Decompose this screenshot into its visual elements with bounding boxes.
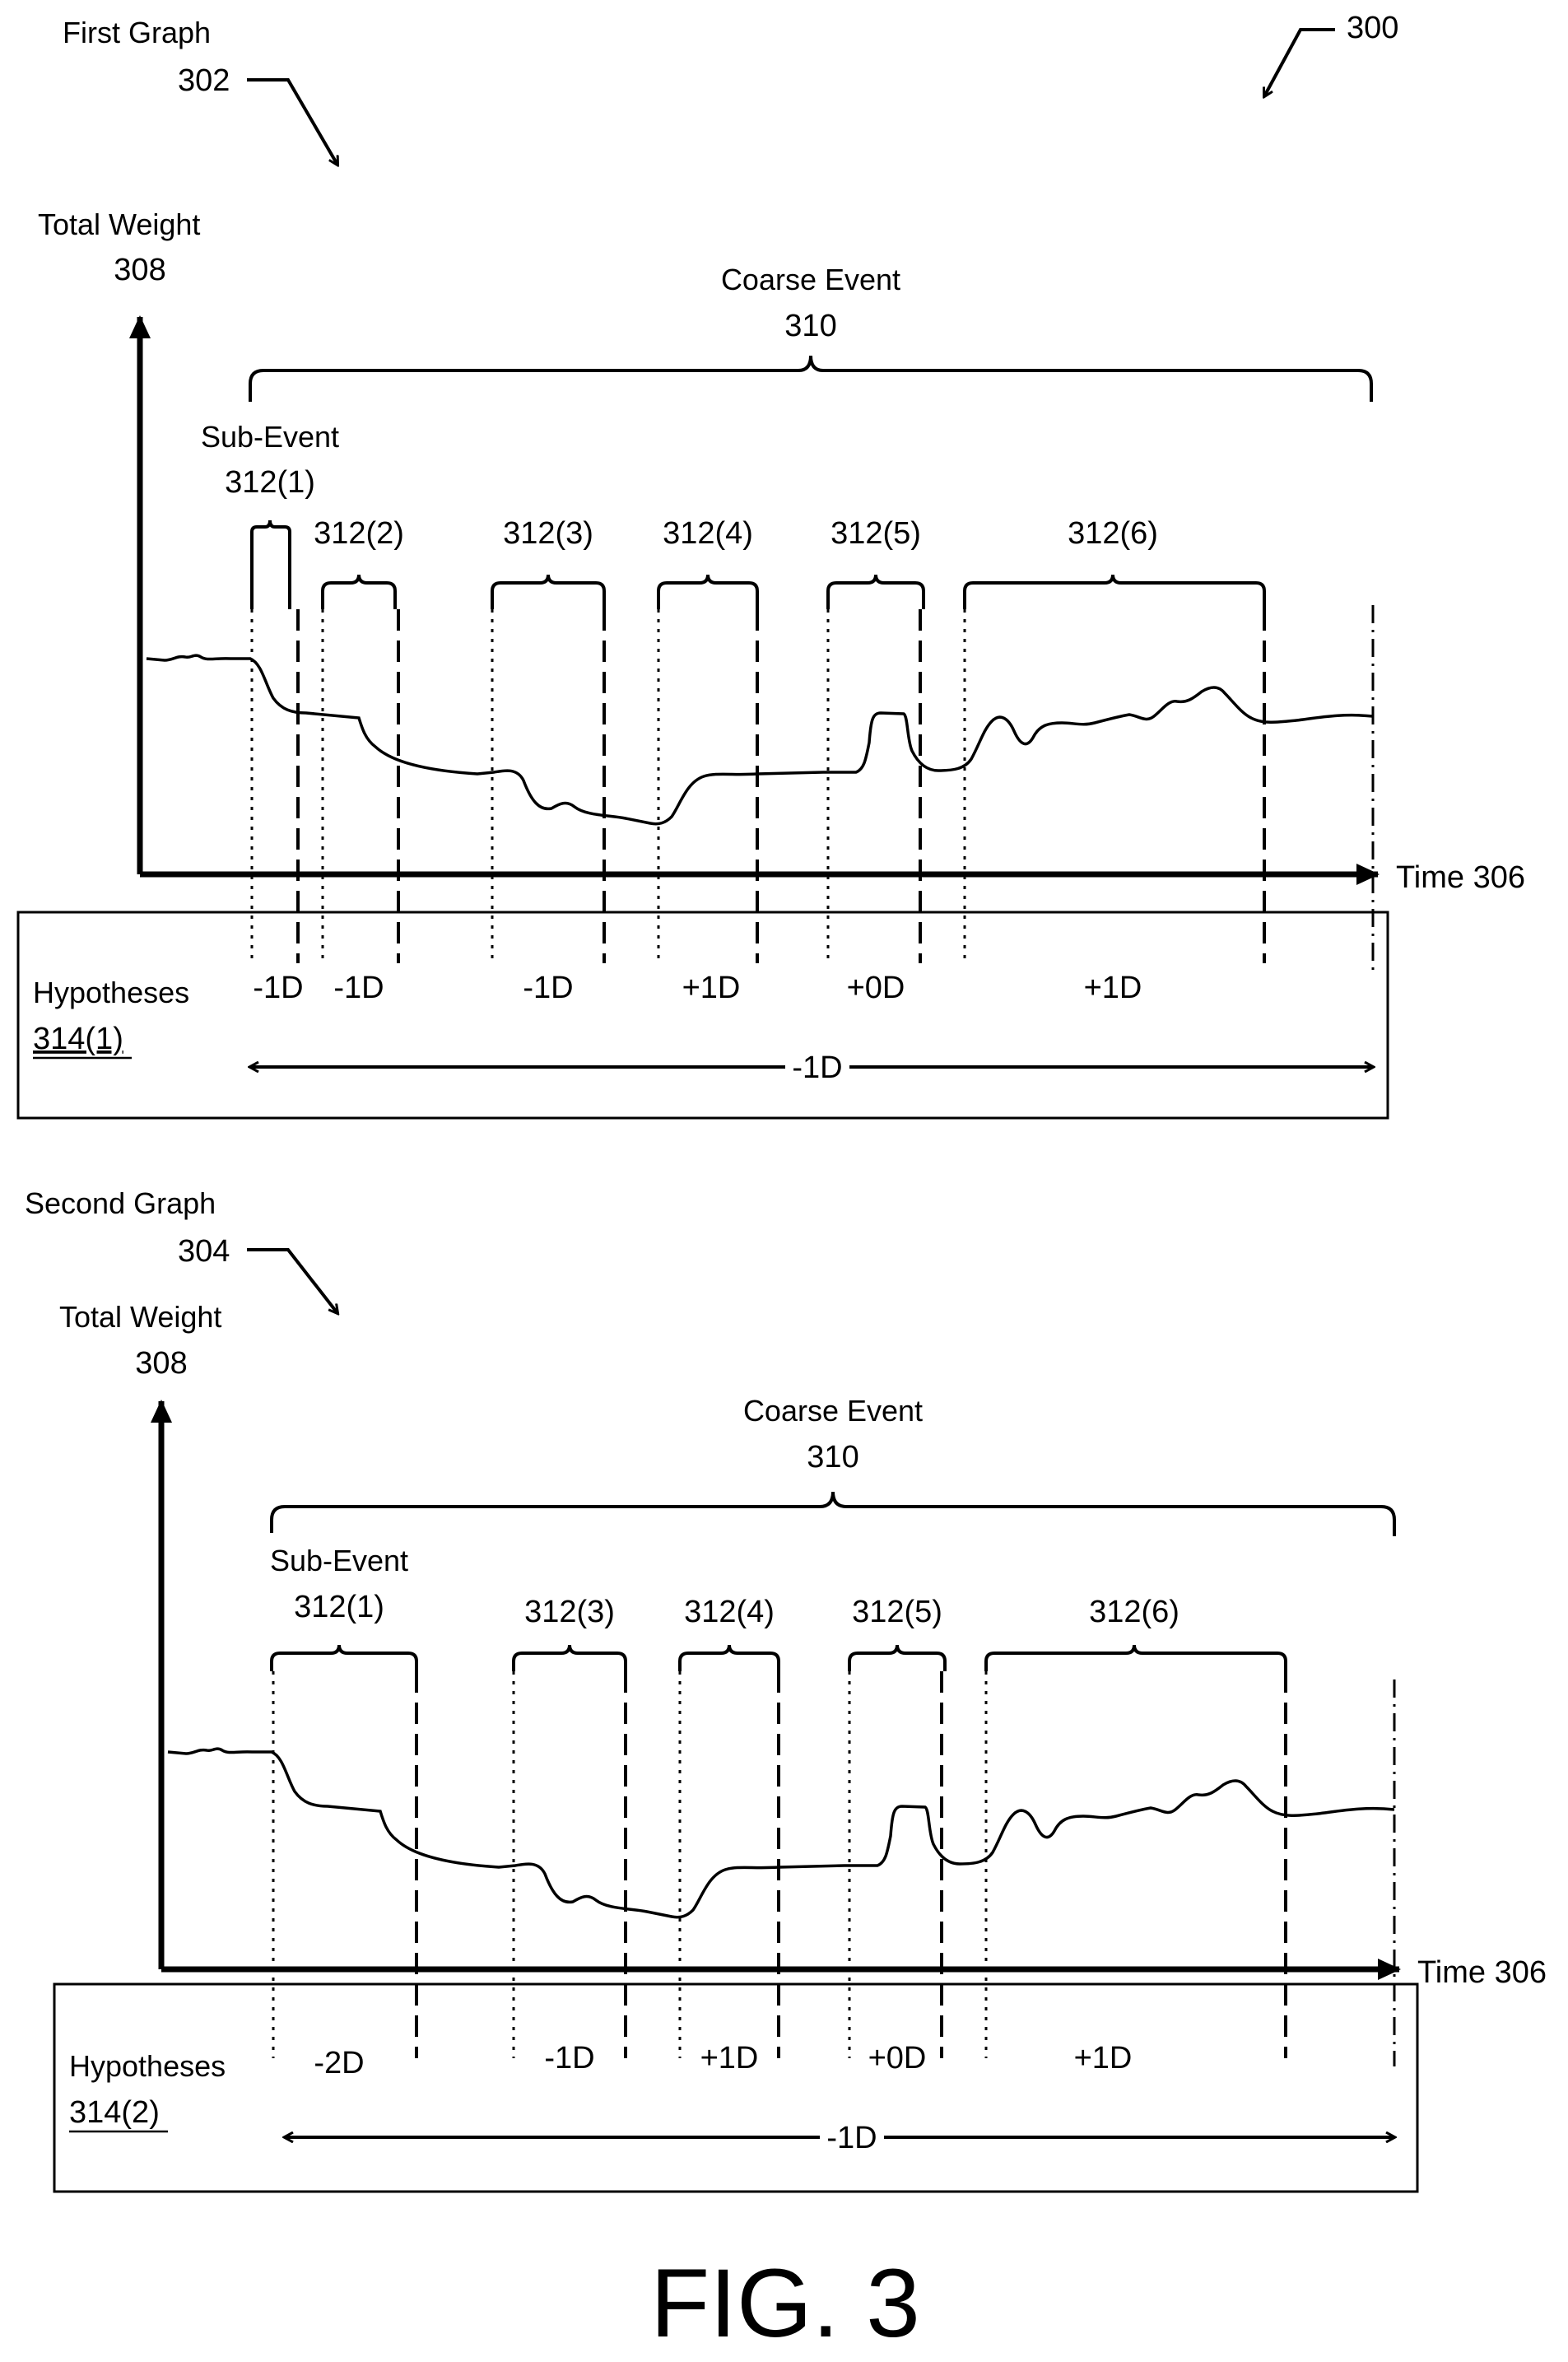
second-graph-weight-curve: [168, 1749, 1394, 1917]
hypothesis-value: +1D: [700, 2041, 759, 2075]
time-axis-label: Time 306: [1396, 860, 1525, 895]
hypotheses-label: Hypotheses: [33, 976, 189, 1009]
y-axis-number: 308: [114, 253, 165, 287]
sub-event-number: 312(3): [524, 1595, 615, 1629]
y-axis-label: Total Weight: [38, 207, 200, 241]
coarse-event-number: 310: [807, 1440, 858, 1475]
sub-event-number: 300: [1347, 11, 1398, 45]
hypothesis-value: +1D: [1074, 2041, 1133, 2075]
time-axis-label: Time 306: [1417, 1955, 1547, 1990]
first-graph-weight-curve: [147, 655, 1373, 824]
sub-event-label: Sub-Event: [270, 1544, 408, 1577]
coarse-event-label: Coarse Event: [743, 1394, 923, 1428]
first-graph-hypotheses-box: [18, 912, 1388, 1118]
y-axis-number: 308: [135, 1346, 187, 1381]
sub-event-number: 312(2): [314, 516, 404, 551]
hypotheses-ref: 314(2): [69, 2095, 160, 2130]
hypothesis-value: -1D: [523, 971, 573, 1005]
figure-ref-300: 300: [1264, 11, 1398, 96]
hypothesis-value: -1D: [253, 971, 303, 1005]
sub-event-number: 312(6): [1089, 1595, 1179, 1629]
sub-event-number: 312(5): [852, 1595, 942, 1629]
overall-hypothesis: -1D: [792, 1051, 842, 1085]
sub-event-number: 312(1): [294, 1590, 384, 1624]
hypothesis-value: +1D: [682, 971, 741, 1005]
sub-event-number: 312(3): [503, 516, 593, 551]
coarse-event-brace: [272, 1492, 1394, 1536]
second-graph: Second Graph 304 Total Weight 308 Time 3…: [25, 1186, 1547, 2192]
sub-event-number: 312(5): [831, 516, 921, 551]
coarse-event-brace: [250, 356, 1371, 402]
hypothesis-value: +0D: [847, 971, 905, 1005]
first-graph-title: First Graph: [63, 16, 211, 49]
sub-event-number: 312(6): [1068, 516, 1158, 551]
overall-hypothesis: -1D: [826, 2121, 877, 2155]
y-axis-label: Total Weight: [59, 1300, 221, 1334]
sub-event-number: 312(4): [663, 516, 753, 551]
first-graph: First Graph 302 Total Weight 308 Time 30…: [18, 16, 1525, 1118]
hypothesis-value: +0D: [868, 2041, 927, 2075]
coarse-event-number: 310: [784, 309, 836, 343]
coarse-event-label: Coarse Event: [721, 263, 900, 296]
sub-event-label: Sub-Event: [201, 420, 339, 454]
hypothesis-value: +1D: [1084, 971, 1142, 1005]
sub-event-number: 312(4): [684, 1595, 775, 1629]
hypothesis-value: -1D: [333, 971, 384, 1005]
hypotheses-label: Hypotheses: [69, 2049, 226, 2083]
first-graph-number: 302: [178, 63, 230, 98]
second-graph-number: 304: [178, 1234, 230, 1269]
second-graph-hypotheses-box: [54, 1984, 1417, 2192]
hypothesis-value: -1D: [544, 2041, 594, 2075]
second-graph-title: Second Graph: [25, 1186, 216, 1220]
figure-caption: FIG. 3: [650, 2249, 920, 2358]
hypothesis-value: -2D: [314, 2046, 364, 2080]
hypotheses-ref: 314(1): [33, 1022, 123, 1056]
sub-event-number: 312(1): [225, 465, 315, 500]
